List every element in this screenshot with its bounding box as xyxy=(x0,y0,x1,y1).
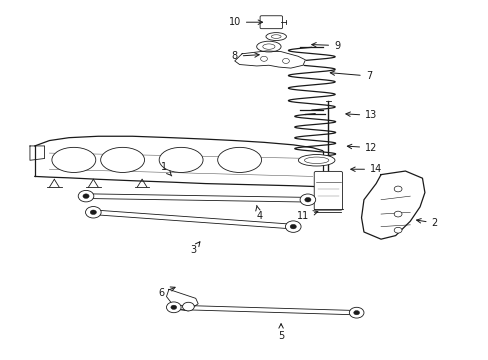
Circle shape xyxy=(282,58,289,63)
Text: 14: 14 xyxy=(350,164,382,174)
Circle shape xyxy=(300,194,315,206)
Ellipse shape xyxy=(265,33,286,41)
Polygon shape xyxy=(86,194,307,202)
Ellipse shape xyxy=(298,154,334,166)
Ellipse shape xyxy=(159,147,203,172)
Text: 12: 12 xyxy=(346,143,377,153)
Text: 8: 8 xyxy=(231,51,259,61)
Text: 9: 9 xyxy=(311,41,340,50)
Polygon shape xyxy=(173,305,356,315)
Text: 4: 4 xyxy=(255,205,262,221)
Circle shape xyxy=(78,190,94,202)
Circle shape xyxy=(83,194,89,198)
Ellipse shape xyxy=(271,35,281,39)
Circle shape xyxy=(348,307,363,318)
Ellipse shape xyxy=(101,147,144,172)
Text: 2: 2 xyxy=(416,218,437,228)
Circle shape xyxy=(182,302,194,311)
Circle shape xyxy=(304,197,310,202)
Text: 13: 13 xyxy=(345,111,377,121)
Polygon shape xyxy=(93,210,293,229)
Text: 7: 7 xyxy=(329,71,371,81)
Text: 3: 3 xyxy=(190,242,200,255)
Ellipse shape xyxy=(217,147,261,172)
Circle shape xyxy=(393,227,401,233)
Circle shape xyxy=(166,302,181,313)
Ellipse shape xyxy=(262,44,274,49)
FancyBboxPatch shape xyxy=(260,16,282,29)
Text: 1: 1 xyxy=(161,162,171,176)
Polygon shape xyxy=(361,171,424,239)
Circle shape xyxy=(285,221,301,232)
Circle shape xyxy=(170,305,176,310)
Circle shape xyxy=(85,207,101,218)
Ellipse shape xyxy=(52,147,96,172)
FancyBboxPatch shape xyxy=(314,171,342,210)
Ellipse shape xyxy=(256,41,281,52)
Circle shape xyxy=(90,210,96,215)
Text: 6: 6 xyxy=(158,287,175,298)
Circle shape xyxy=(353,311,359,315)
Polygon shape xyxy=(234,51,305,68)
Text: 10: 10 xyxy=(228,17,262,27)
Circle shape xyxy=(393,186,401,192)
Circle shape xyxy=(260,56,267,61)
Ellipse shape xyxy=(304,157,328,163)
Polygon shape xyxy=(166,289,198,311)
Circle shape xyxy=(289,224,296,229)
Text: 5: 5 xyxy=(277,324,284,341)
Circle shape xyxy=(393,211,401,217)
Text: 11: 11 xyxy=(296,211,317,221)
